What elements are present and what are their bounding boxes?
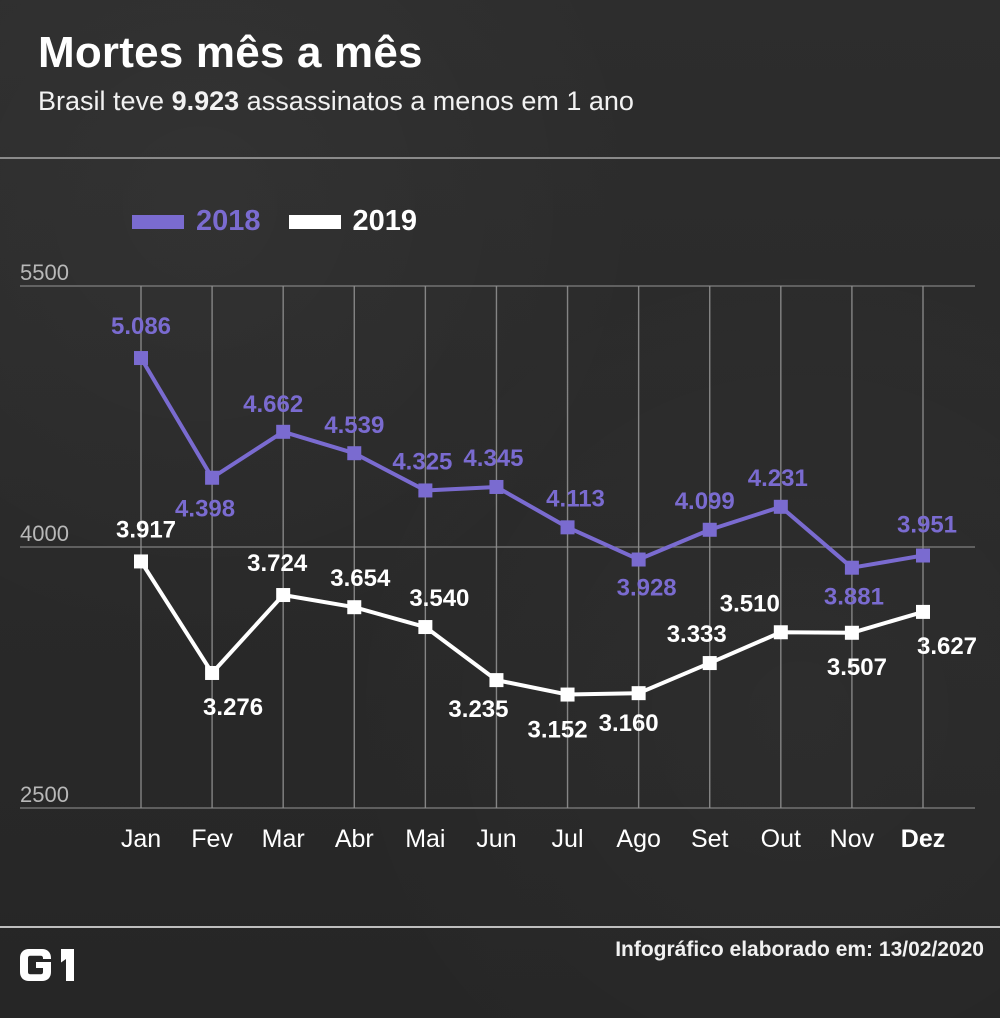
series-2019-point-jul [560, 687, 575, 702]
legend-2019: 2019 [288, 205, 418, 238]
x-tick-label-mai: Mai [405, 825, 445, 853]
series-2018-label-jun: 4.345 [463, 445, 523, 472]
series-2018-point-dez [916, 548, 930, 563]
footer-note: Infográfico elaborado em: 13/02/2020 [615, 938, 984, 961]
series-2019-point-nov [844, 625, 859, 640]
series-2019-label-set: 3.333 [667, 621, 727, 648]
series-2019-label-nov: 3.507 [827, 654, 887, 681]
series-2019-label-fev: 3.276 [203, 694, 263, 721]
series-2019-point-jun [489, 673, 504, 688]
series-2018-label-out: 4.231 [748, 465, 808, 492]
footer-divider [0, 926, 1000, 928]
x-tick-label-out: Out [761, 825, 801, 853]
x-tick-label-ago: Ago [616, 825, 660, 853]
series-2018-point-ago [631, 552, 646, 567]
subtitle-suffix: assassinatos a menos em 1 ano [246, 86, 634, 116]
series-2019-point-jan [134, 554, 148, 569]
series-2018-label-nov: 3.881 [824, 584, 884, 611]
series-2019-point-fev [205, 665, 220, 680]
series-2019-label-jul: 3.152 [528, 717, 588, 744]
series-2019-label-jan: 3.917 [116, 516, 176, 543]
series-2018-point-fev [205, 470, 220, 485]
series-2019-point-out [773, 625, 788, 640]
series-2018-point-abr [347, 446, 362, 461]
series-line-2019 [139, 559, 925, 697]
series-2019-label-jun: 3.235 [448, 696, 508, 723]
y-tick-label-4000: 4000 [20, 521, 69, 546]
series-2019-label-dez: 3.627 [917, 633, 977, 660]
x-tick-label-fev: Fev [191, 825, 233, 853]
legend-2018: 2018 [132, 205, 261, 238]
series-2018-point-mai [418, 483, 433, 498]
series-2018-label-mai: 4.325 [392, 448, 452, 475]
series-2018-label-jan: 5.086 [111, 313, 171, 340]
series-2019-point-mar [276, 588, 291, 603]
series-2018-point-jul [560, 520, 575, 535]
series-2018-point-out [773, 499, 788, 514]
legend-swatch-2018 [132, 214, 184, 229]
series-2018-point-jun [489, 479, 504, 494]
x-tick-label-abr: Abr [335, 825, 374, 853]
series-2019-label-abr: 3.654 [330, 565, 391, 592]
legend-label-2019: 2019 [352, 205, 418, 237]
x-tick-label-mar: Mar [262, 825, 305, 853]
subtitle-prefix: Brasil teve [38, 86, 165, 116]
legend-label-2018: 2018 [196, 205, 261, 237]
series-2019-label-ago: 3.160 [599, 710, 659, 737]
series-2018-label-abr: 4.539 [324, 412, 384, 439]
series-2018-label-ago: 3.928 [617, 575, 677, 602]
series-2019-point-dez [916, 604, 930, 619]
series-2018-point-nov [844, 560, 859, 575]
y-tick-label-5500: 5500 [20, 260, 69, 285]
series-2018-label-fev: 4.398 [175, 496, 235, 523]
x-tick-label-jan: Jan [121, 825, 161, 853]
header-divider [0, 157, 1000, 159]
series-2019-point-abr [347, 600, 362, 615]
series-2018-label-dez: 3.951 [897, 512, 957, 539]
series-2019-point-ago [631, 686, 646, 701]
x-tick-label-set: Set [691, 825, 729, 853]
series-2018-point-jan [134, 351, 148, 366]
x-tick-label-jun: Jun [476, 825, 516, 853]
series-2019-label-mar: 3.724 [247, 550, 308, 577]
x-tick-label-jul: Jul [552, 825, 584, 853]
x-tick-label-dez: Dez [901, 825, 945, 853]
series-2019-point-mai [418, 620, 433, 635]
g1-logo [20, 949, 74, 981]
series-2018-point-mar [276, 424, 291, 439]
chart-title: Mortes mês a mês [38, 28, 423, 77]
y-tick-label-2500: 2500 [20, 782, 69, 807]
series-2018-label-jul: 4.113 [546, 485, 605, 512]
series-2019-label-mai: 3.540 [409, 585, 469, 612]
series-line-2018 [139, 356, 925, 570]
series-2019-label-out: 3.510 [720, 590, 780, 617]
legend-swatch-2019 [288, 214, 341, 229]
series-2019-point-set [702, 656, 717, 671]
series-2018-label-set: 4.099 [675, 488, 735, 515]
series-2018-label-mar: 4.662 [243, 391, 303, 418]
x-tick-label-nov: Nov [830, 825, 875, 853]
subtitle-number: 9.923 [171, 86, 240, 116]
chart-legend: 2018 2019 [132, 205, 417, 238]
series-2018-point-set [702, 522, 717, 537]
chart-subtitle: Brasil teve 9.923 assassinatos a menos e… [38, 86, 634, 117]
